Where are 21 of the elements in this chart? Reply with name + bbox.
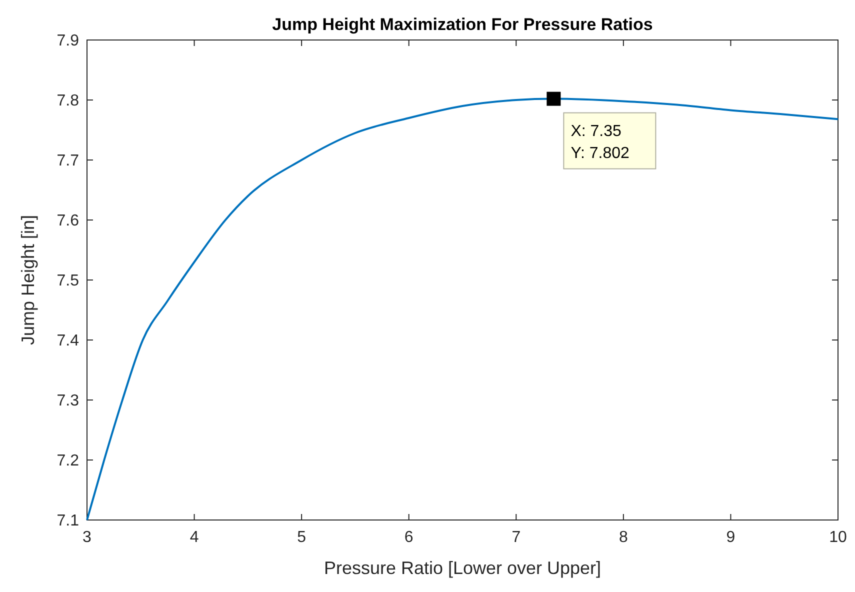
x-tick-label: 5: [297, 529, 306, 546]
x-tick-label: 8: [618, 529, 628, 546]
y-axis-title: Jump Height [in]: [18, 214, 38, 346]
y-tick-label: 7.3: [56, 392, 80, 410]
y-tick-label: 7.1: [56, 512, 80, 530]
y-tick-label: 7.5: [56, 272, 80, 290]
x-tick-label: 3: [82, 529, 92, 546]
y-tick-label: 7.6: [56, 212, 80, 230]
y-tick-label: 7.7: [56, 152, 80, 170]
x-tick-label: 9: [726, 529, 736, 546]
x-tick-label: 4: [190, 529, 199, 546]
x-tick-label: 7: [512, 529, 521, 546]
chart-title: Jump Height Maximization For Pressure Ratios: [272, 15, 653, 34]
y-tick-label: 7.8: [56, 92, 80, 110]
annotation: X: 7.35 Y: 7.802: [570, 122, 630, 162]
y-tick-label: 7.2: [56, 452, 80, 470]
y-tick-label: 7.9: [56, 32, 80, 50]
x-tick-label: 6: [404, 529, 414, 546]
y-tick-label: 7.4: [56, 332, 80, 350]
x-axis-title: Pressure Ratio [Lower over Upper]: [324, 558, 602, 578]
x-tick-label: 10: [829, 529, 847, 546]
